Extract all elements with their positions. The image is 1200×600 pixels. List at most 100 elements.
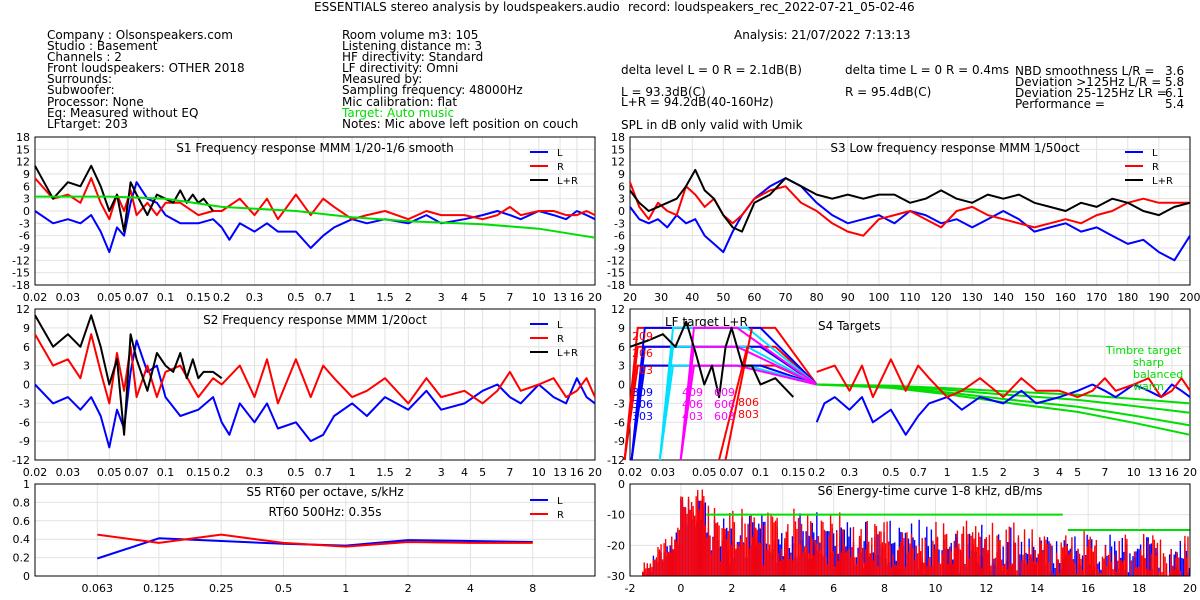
legend-label: L+R [557,176,578,187]
x-tick-label: 130 [962,291,983,304]
y-tick-label: 12 [16,156,30,169]
x-tick-label: 160 [1055,291,1076,304]
y-tick-label: 3 [618,360,625,373]
config-left-line: Company : Olsonspeakers.com [47,28,233,42]
x-tick-label: 0.5 [287,291,305,304]
x-tick-label: 0.02 [23,466,48,479]
chart-title: S1 Frequency response MMM 1/20-1/6 smoot… [176,141,453,155]
x-tick-label: 0.1 [752,466,770,479]
x-tick-label: 90 [841,291,855,304]
y-tick-label: 0.4 [13,533,31,546]
y-tick-label: 3 [618,193,625,206]
x-tick-label: 10 [532,291,546,304]
target-label: 403 [682,410,703,423]
y-tick-label: 6 [23,341,30,354]
series-L+R [629,168,1191,233]
x-tick-label: 0.02 [618,466,643,479]
x-tick-label: 3 [438,291,445,304]
x-tick-label: 0.5 [882,466,900,479]
x-tick-label: 20 [1183,582,1197,595]
series-L [34,339,596,449]
series-L [629,177,1191,262]
x-tick-label: 1 [944,466,951,479]
x-tick-label: 7 [506,466,513,479]
x-tick-label: 0.02 [23,291,48,304]
y-tick-label: -9 [614,435,625,448]
x-tick-label: 4 [461,466,468,479]
timbre-label: Timbre target [1105,344,1182,357]
y-tick-label: 18 [611,131,625,144]
chart-annotation: RT60 500Hz: 0.35s [269,505,382,519]
level-left: L = 93.3dB(C) [621,85,706,99]
series-L+R [34,164,214,233]
series-R [629,181,1190,237]
x-tick-label: 4 [779,582,786,595]
timbre-label: sharp [1133,356,1164,369]
config-left-line: Subwoofer: [47,83,115,98]
x-tick-label: 0.5 [275,582,293,595]
y-tick-label: -9 [614,242,625,255]
y-tick-label: -3 [19,397,30,410]
x-tick-label: 0.2 [213,466,231,479]
legend-label: L [557,496,563,507]
x-tick-label: 0.15 [186,466,211,479]
x-tick-label: 20 [623,291,637,304]
y-tick-label: -12 [607,254,625,267]
x-tick-label: 0.03 [651,466,676,479]
x-tick-label: 0.3 [841,466,859,479]
y-tick-label: -18 [12,279,30,292]
y-tick-label: 6 [618,341,625,354]
target-label: 303 [632,410,653,423]
config-mid-line: Mic calibration: flat [342,94,458,109]
x-tick-label: 40 [685,291,699,304]
y-tick-label: -12 [12,254,30,267]
x-tick-label: 0.15 [781,466,806,479]
x-tick-label: -2 [625,582,636,595]
x-tick-label: 190 [1148,291,1169,304]
x-tick-label: 0.5 [287,466,305,479]
report-title: ESSENTIALS stereo analysis by loudspeake… [314,0,620,14]
x-tick-label: 0.2 [213,291,231,304]
spl-note: SPL in dB only valid with Umik [621,118,803,132]
series-target [35,195,596,239]
y-tick-label: 9 [23,322,30,335]
metric-value: 5.8 [1165,75,1185,89]
y-tick-label: 15 [611,143,625,156]
x-tick-label: 0.05 [97,291,122,304]
legend-label: R [557,510,564,521]
delta-time: delta time L = 0 R = 0.4ms [845,63,1009,77]
x-tick-label: 0.03 [56,291,81,304]
config-mid-line: Listening distance m: 3 [342,39,483,54]
x-tick-label: 1 [349,291,356,304]
x-tick-label: 12 [979,582,993,595]
x-tick-label: 1.5 [971,466,989,479]
x-tick-label: 0.1 [157,291,175,304]
target-label: 203 [632,364,653,377]
y-tick-label: 12 [16,303,30,316]
delta-level: delta level L = 0 R = 2.1dB(B) [621,63,802,77]
y-tick-label: -3 [614,217,625,230]
x-tick-label: 2 [728,582,735,595]
target-label: 806 [738,396,759,409]
target-label: 409 [682,386,703,399]
x-tick-label: 30 [654,291,668,304]
target-label: 206 [632,347,653,360]
y-tick-label: 9 [618,168,625,181]
x-tick-label: 0.7 [314,466,332,479]
x-tick-label: 150 [1024,291,1045,304]
x-tick-label: 20 [588,291,602,304]
x-tick-label: 8 [881,582,888,595]
y-tick-label: 1 [23,478,30,491]
x-tick-label: 16 [1165,466,1179,479]
x-tick-label: 180 [1117,291,1138,304]
x-tick-label: 140 [993,291,1014,304]
config-left-line: Channels : 2 [47,50,122,65]
y-tick-label: 0.6 [13,515,31,528]
x-tick-label: 50 [716,291,730,304]
config-mid-line: Measured by: [342,72,423,87]
y-tick-label: 3 [23,193,30,206]
y-tick-label: -3 [19,217,30,230]
y-tick-label: 0.2 [13,552,31,565]
y-tick-label: 12 [611,303,625,316]
x-tick-label: 100 [868,291,889,304]
